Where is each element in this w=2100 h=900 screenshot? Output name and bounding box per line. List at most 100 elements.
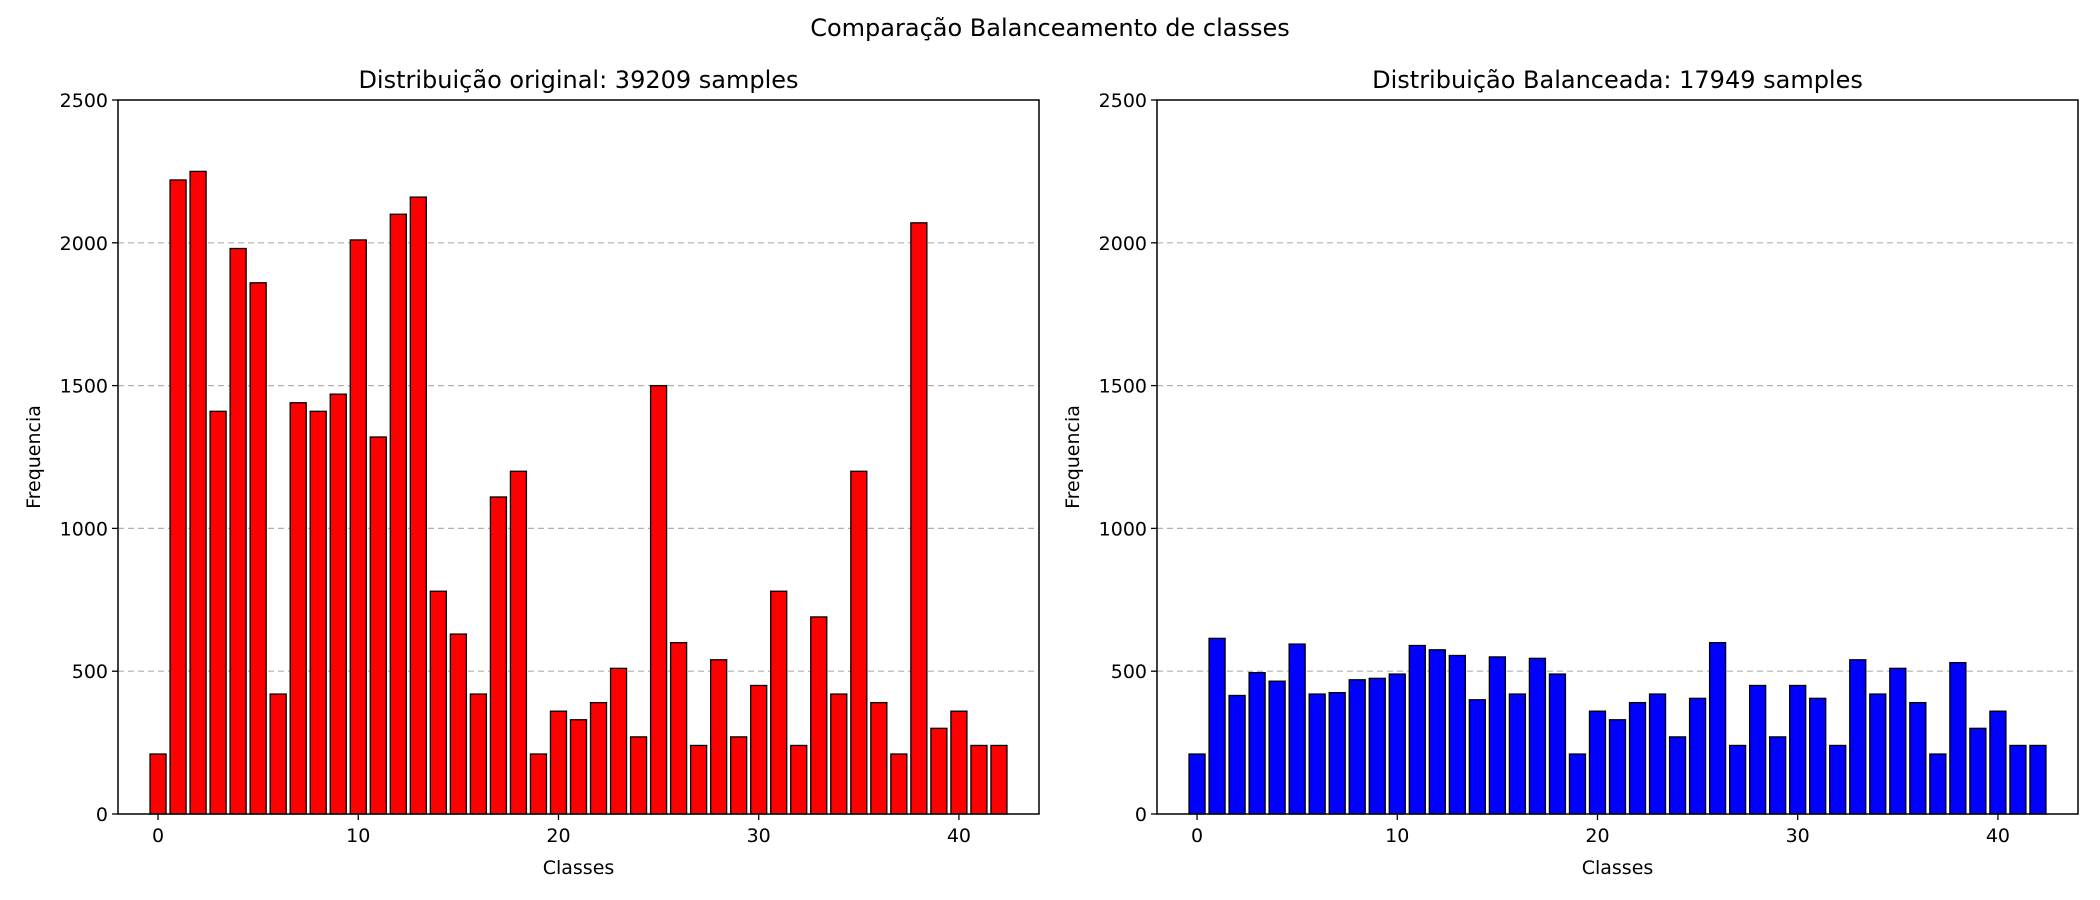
bar-class-9 [1368,677,1386,815]
bar-class-10 [349,239,367,815]
bar-class-14 [1468,699,1487,815]
bar-class-23 [609,667,628,815]
bar-class-35 [850,470,868,815]
bar-class-2 [189,170,207,815]
original-y-axis-label: Frequencia [23,405,45,509]
bar-class-23 [1648,693,1667,815]
y-tick-label: 1500 [60,376,108,398]
bar-class-3 [209,410,227,815]
bar-class-36 [870,701,888,815]
bar-class-21 [569,719,588,815]
bar-class-30 [1789,684,1807,815]
y-tick-label: 2500 [1099,90,1147,112]
y-tick-label: 1000 [60,518,108,540]
bar-class-25 [649,384,668,815]
y-tick-label: 2000 [1099,233,1147,255]
bar-class-42 [990,744,1008,815]
bar-class-37 [890,753,908,815]
bar-class-6 [1308,693,1326,815]
bar-class-18 [509,470,528,815]
original-chart-title: Distribuição original: 39209 samples [358,66,798,94]
bar-class-9 [329,393,347,815]
bar-class-2 [1228,694,1246,815]
bar-class-0 [1188,753,1206,815]
axes-frame [117,99,1040,815]
bar-class-32 [1829,744,1847,815]
bar-class-27 [689,744,708,815]
balanced-x-axis-label: Classes [1582,857,1654,879]
bar-class-34 [830,693,848,815]
y-tick-label: 2500 [60,90,108,112]
y-tick-label: 500 [1111,661,1147,683]
bar-class-1 [169,179,187,815]
bar-class-0 [149,753,167,815]
x-tick-label: 30 [1786,825,1810,847]
bar-class-31 [1809,697,1827,815]
bar-class-41 [970,744,988,815]
bar-class-1 [1208,637,1226,815]
bar-class-22 [1628,701,1647,815]
bar-class-39 [930,727,948,815]
bar-class-17 [1528,657,1547,815]
bar-class-5 [1288,643,1306,815]
bar-class-33 [1849,659,1867,815]
bar-class-16 [1508,693,1527,815]
bar-class-15 [1488,656,1507,815]
bar-class-12 [1428,649,1446,815]
bar-class-17 [489,496,508,815]
x-tick-label: 0 [152,825,164,847]
balanced-distribution-chart: 0 10 20 30 40 0 500 1000 1500 2000 2500 Distribuiçã… [1062,66,2079,879]
bar-class-38 [910,222,928,815]
bar-class-13 [409,196,427,815]
bar-class-24 [1668,736,1687,815]
balanced-chart-title: Distribuição Balanceada: 17949 samples [1372,66,1863,94]
bar-class-19 [1568,753,1587,815]
x-tick-label: 40 [947,825,971,847]
bar-class-20 [1588,710,1607,815]
bar-class-16 [469,693,488,815]
bar-class-30 [750,684,768,815]
bar-class-38 [1949,661,1967,815]
bar-class-13 [1448,654,1466,815]
y-tick-label: 500 [72,661,108,683]
bar-class-14 [429,590,448,815]
bar-class-5 [249,282,267,815]
bar-class-42 [2029,744,2047,815]
bar-class-22 [589,701,608,815]
y-tick-label: 1000 [1099,518,1147,540]
bar-class-21 [1608,719,1627,815]
x-tick-label: 20 [1585,825,1609,847]
y-tick-label: 0 [1135,804,1147,826]
bar-class-19 [529,753,548,815]
bar-class-29 [730,736,748,815]
bar-class-8 [309,410,327,815]
bar-class-10 [1388,673,1406,815]
x-tick-label: 30 [747,825,771,847]
bar-class-8 [1348,679,1366,815]
y-tick-label: 2000 [60,233,108,255]
bar-class-7 [289,402,307,815]
x-tick-label: 10 [346,825,370,847]
bar-class-40 [950,710,968,815]
bar-class-28 [709,659,728,815]
y-tick-label: 1500 [1099,376,1147,398]
bar-class-11 [1408,644,1426,815]
bar-class-4 [229,247,247,815]
x-tick-label: 10 [1385,825,1409,847]
bar-class-41 [2009,744,2027,815]
bar-class-39 [1969,727,1987,815]
bar-class-20 [549,710,568,815]
bar-class-29 [1769,736,1787,815]
bar-class-32 [790,744,808,815]
bar-class-24 [629,736,648,815]
balanced-y-axis-label: Frequencia [1062,405,1084,509]
bar-class-7 [1328,691,1346,815]
bar-class-31 [770,590,788,815]
original-x-axis-label: Classes [543,857,615,879]
bar-class-6 [269,693,287,815]
bar-class-15 [449,633,468,815]
x-tick-label: 40 [1986,825,2010,847]
bar-class-34 [1869,693,1887,815]
bar-class-33 [810,616,828,815]
